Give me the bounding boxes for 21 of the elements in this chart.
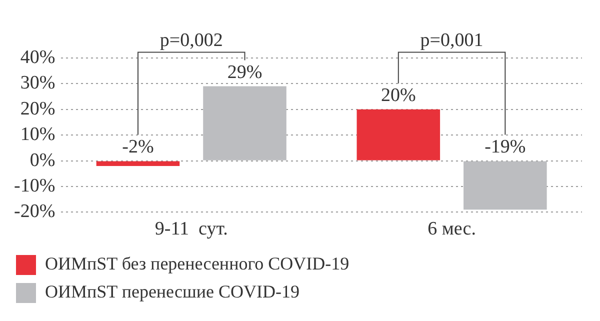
y-tick-label: 10% <box>20 124 56 146</box>
y-tick-label: 0% <box>30 150 56 171</box>
bar <box>356 109 440 160</box>
x-tick-label: 9-11 сут. <box>154 218 228 240</box>
y-tick-label: 20% <box>20 98 56 120</box>
y-tick-label: 30% <box>20 72 56 94</box>
text: p=0,001 <box>420 30 484 51</box>
x-tick-label: 6 мес. <box>428 218 476 240</box>
y-tick-label: -10% <box>14 175 56 196</box>
legend-label: ОИМпST без перенесенного COVID-19 <box>45 254 350 274</box>
data-label: 29% <box>227 62 262 83</box>
bar <box>96 161 180 166</box>
bar <box>203 86 286 160</box>
y-tick-label: -20% <box>14 201 56 222</box>
data-label: 20% <box>380 84 416 106</box>
data-label: -19% <box>484 136 526 158</box>
y-tick-label: 40% <box>20 46 56 68</box>
data-label: -2% <box>122 136 154 158</box>
legend-label: ОИМпST перенесшие COVID-19 <box>45 282 300 302</box>
text: p=0,002 <box>160 30 223 51</box>
bar <box>464 161 547 210</box>
